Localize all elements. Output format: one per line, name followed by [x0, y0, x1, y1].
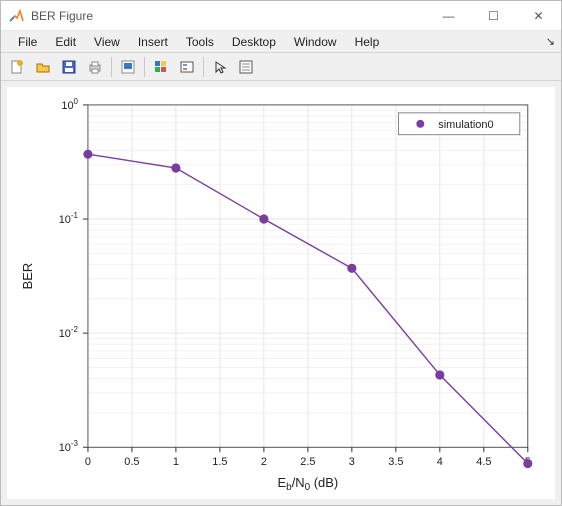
- print-icon: [87, 59, 103, 75]
- axes[interactable]: 10-310-210-110000.511.522.533.544.55Eb/N…: [7, 87, 555, 499]
- svg-text:10-2: 10-2: [59, 325, 79, 340]
- menu-file[interactable]: File: [9, 33, 46, 51]
- new-figure-button[interactable]: [5, 56, 29, 78]
- close-button[interactable]: ✕: [516, 1, 561, 30]
- menu-tools[interactable]: Tools: [177, 33, 223, 51]
- toolbar-separator: [144, 57, 145, 77]
- menu-desktop[interactable]: Desktop: [223, 33, 285, 51]
- svg-text:4.5: 4.5: [476, 456, 491, 468]
- insert-colorbar-icon: [153, 59, 169, 75]
- ber-plot: 10-310-210-110000.511.522.533.544.55Eb/N…: [7, 87, 555, 499]
- svg-text:Eb/N0 (dB): Eb/N0 (dB): [278, 475, 339, 493]
- minimize-button[interactable]: —: [426, 1, 471, 30]
- close-icon: ✕: [533, 9, 543, 23]
- legend-icon: [179, 59, 195, 75]
- save-icon: [61, 59, 77, 75]
- pointer-button[interactable]: [208, 56, 232, 78]
- print-preview-button[interactable]: [116, 56, 140, 78]
- svg-text:1.5: 1.5: [212, 456, 227, 468]
- maximize-button[interactable]: ☐: [471, 1, 516, 30]
- toolbar-separator: [203, 57, 204, 77]
- toolbar-separator: [111, 57, 112, 77]
- svg-text:0.5: 0.5: [124, 456, 139, 468]
- svg-text:1: 1: [173, 456, 179, 468]
- title-bar: BER Figure — ☐ ✕: [1, 1, 561, 31]
- svg-text:3.5: 3.5: [388, 456, 403, 468]
- dock-chevron-icon[interactable]: ↘: [546, 35, 555, 48]
- properties-button[interactable]: [234, 56, 258, 78]
- svg-text:simulation0: simulation0: [438, 119, 493, 131]
- new-figure-icon: [9, 59, 25, 75]
- menu-view[interactable]: View: [85, 33, 129, 51]
- print-button[interactable]: [83, 56, 107, 78]
- open-button[interactable]: [31, 56, 55, 78]
- svg-text:BER: BER: [20, 263, 35, 290]
- window-title: BER Figure: [31, 9, 426, 23]
- print-preview-icon: [120, 59, 136, 75]
- svg-text:2: 2: [261, 456, 267, 468]
- figure-area: 10-310-210-110000.511.522.533.544.55Eb/N…: [1, 81, 561, 505]
- menu-edit[interactable]: Edit: [46, 33, 85, 51]
- toolbar: [1, 53, 561, 81]
- svg-text:100: 100: [61, 97, 78, 112]
- pointer-icon: [212, 59, 228, 75]
- minimize-icon: —: [443, 9, 455, 23]
- menu-window[interactable]: Window: [285, 33, 346, 51]
- svg-text:10-3: 10-3: [59, 439, 79, 454]
- save-button[interactable]: [57, 56, 81, 78]
- svg-text:3: 3: [349, 456, 355, 468]
- window-controls: — ☐ ✕: [426, 1, 561, 30]
- open-icon: [35, 59, 51, 75]
- maximize-icon: ☐: [488, 9, 499, 23]
- menu-help[interactable]: Help: [346, 33, 389, 51]
- properties-icon: [238, 59, 254, 75]
- insert-legend-button[interactable]: [175, 56, 199, 78]
- svg-text:0: 0: [85, 456, 91, 468]
- menu-insert[interactable]: Insert: [129, 33, 177, 51]
- svg-text:10-1: 10-1: [59, 211, 79, 226]
- insert-colorbar-button[interactable]: [149, 56, 173, 78]
- svg-text:2.5: 2.5: [300, 456, 315, 468]
- menu-bar: File Edit View Insert Tools Desktop Wind…: [1, 31, 561, 53]
- svg-text:4: 4: [437, 456, 443, 468]
- matlab-app-icon: [9, 8, 25, 24]
